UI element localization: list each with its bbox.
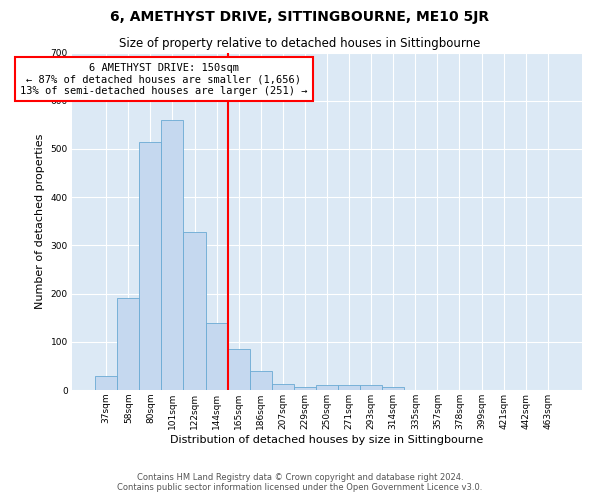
Bar: [117, 298, 139, 390]
Bar: [272, 384, 294, 390]
X-axis label: Distribution of detached houses by size in Sittingbourne: Distribution of detached houses by size …: [170, 434, 484, 444]
Y-axis label: Number of detached properties: Number of detached properties: [35, 134, 45, 309]
Bar: [316, 385, 338, 390]
Text: Size of property relative to detached houses in Sittingbourne: Size of property relative to detached ho…: [119, 38, 481, 51]
Bar: [227, 349, 250, 390]
Bar: [360, 385, 382, 390]
Bar: [206, 322, 227, 390]
Text: 6 AMETHYST DRIVE: 150sqm
← 87% of detached houses are smaller (1,656)
13% of sem: 6 AMETHYST DRIVE: 150sqm ← 87% of detach…: [20, 62, 308, 96]
Bar: [139, 142, 161, 390]
Text: Contains HM Land Registry data © Crown copyright and database right 2024.
Contai: Contains HM Land Registry data © Crown c…: [118, 473, 482, 492]
Bar: [382, 386, 404, 390]
Bar: [294, 386, 316, 390]
Bar: [161, 120, 184, 390]
Bar: [250, 370, 272, 390]
Bar: [184, 232, 206, 390]
Bar: [338, 385, 360, 390]
Bar: [95, 376, 117, 390]
Text: 6, AMETHYST DRIVE, SITTINGBOURNE, ME10 5JR: 6, AMETHYST DRIVE, SITTINGBOURNE, ME10 5…: [110, 10, 490, 24]
